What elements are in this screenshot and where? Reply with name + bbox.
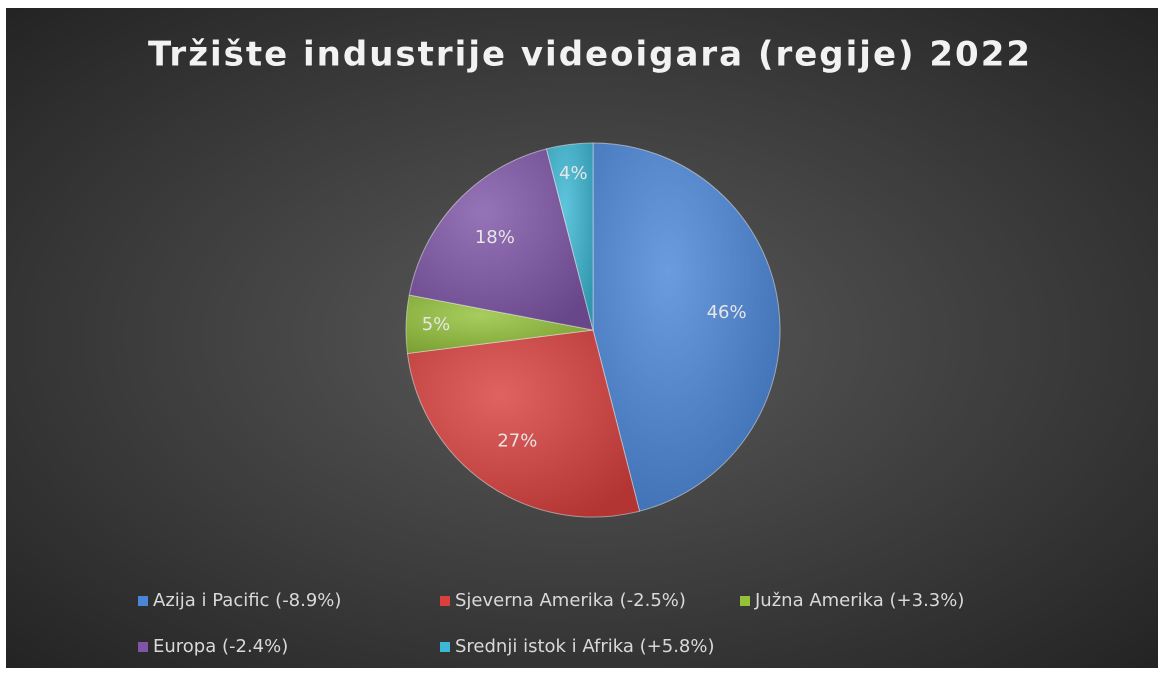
legend-swatch: [440, 596, 450, 606]
data-label: 5%: [422, 314, 451, 335]
legend-label: Azija i Pacific (-8.9%): [153, 590, 341, 611]
legend-swatch: [740, 596, 750, 606]
data-label: 27%: [497, 430, 537, 451]
legend-label: Sjeverna Amerika (-2.5%): [455, 590, 686, 611]
legend-swatch: [138, 596, 148, 606]
data-label: 46%: [707, 302, 747, 323]
data-label: 4%: [559, 163, 588, 184]
legend-swatch: [440, 642, 450, 652]
legend-label: Južna Amerika (+3.3%): [754, 590, 964, 611]
chart-title: Tržište industrije videoigara (regije) 2…: [148, 35, 1032, 75]
legend-label: Europa (-2.4%): [153, 636, 288, 657]
data-label: 18%: [475, 227, 515, 248]
legend-swatch: [138, 642, 148, 652]
legend-label: Srednji istok i Afrika (+5.8%): [455, 636, 715, 657]
